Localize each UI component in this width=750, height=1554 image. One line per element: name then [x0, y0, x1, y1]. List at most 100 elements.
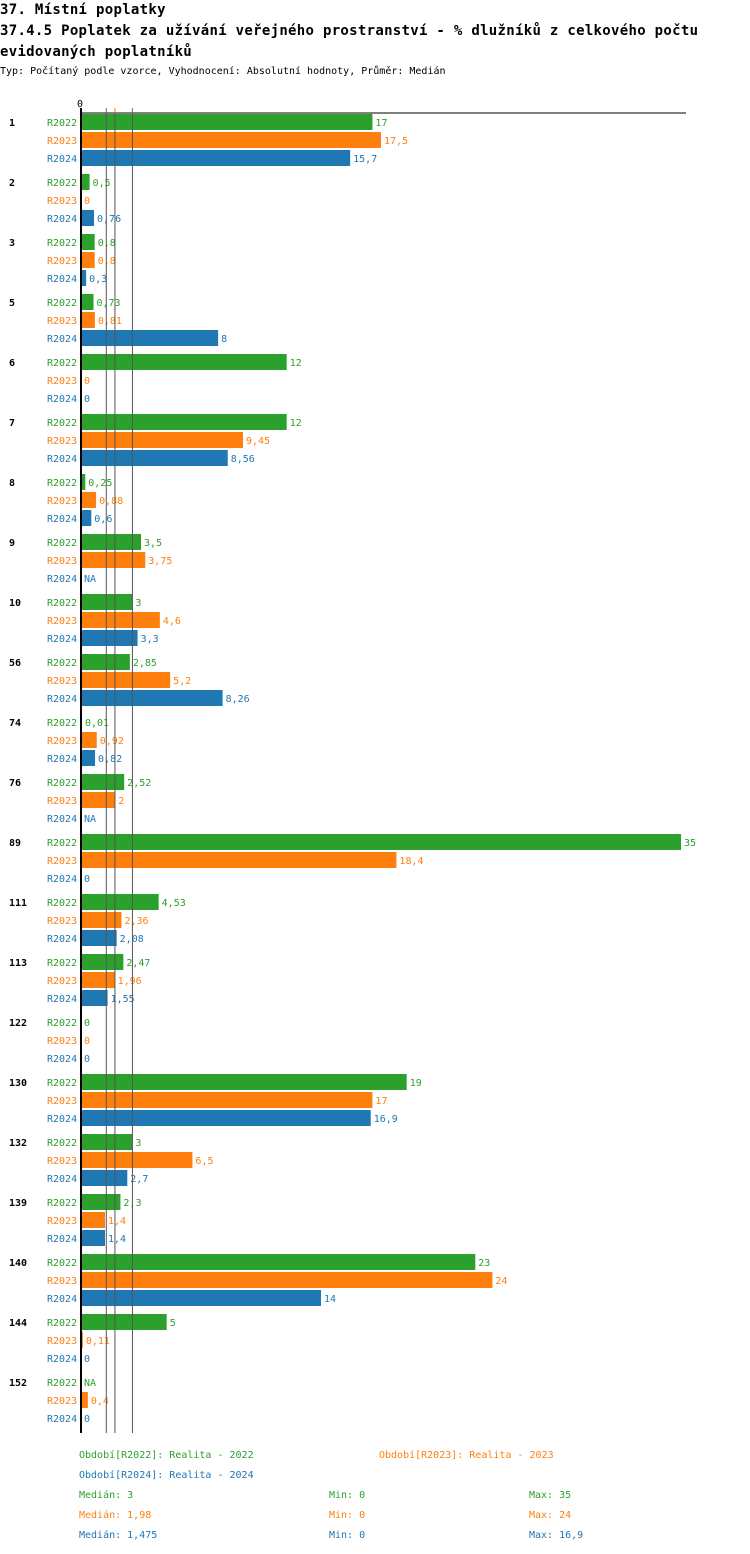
category-label: 9 — [9, 538, 15, 549]
series-label: R2023 — [47, 316, 77, 327]
category-label: 10 — [9, 598, 21, 609]
series-label: R2024 — [47, 934, 77, 945]
bar — [81, 1152, 193, 1168]
series-label: R2024 — [47, 1294, 77, 1305]
data-label: 5,2 — [173, 676, 191, 687]
bar — [81, 972, 115, 988]
series-label: R2024 — [47, 1414, 77, 1425]
data-label: 2,47 — [126, 958, 150, 969]
category-label: 140 — [9, 1258, 27, 1269]
series-label: R2023 — [47, 1096, 77, 1107]
series-label: R2024 — [47, 694, 77, 705]
bar — [81, 450, 228, 466]
bar — [81, 114, 373, 130]
series-label: R2023 — [47, 1036, 77, 1047]
data-label: 0 — [84, 1354, 90, 1365]
series-label: R2022 — [47, 478, 77, 489]
series-label: R2024 — [47, 874, 77, 885]
legend-r2024: Období[R2024]: Realita - 2024 — [79, 1470, 254, 1481]
stat-max-r2022: Max: 35 — [529, 1490, 572, 1501]
series-label: R2022 — [47, 298, 77, 309]
data-label: NA — [84, 1378, 96, 1389]
data-label: 18,4 — [399, 856, 423, 867]
bar — [81, 954, 124, 970]
series-label: R2024 — [47, 1174, 77, 1185]
bar — [81, 174, 90, 190]
series-label: R2024 — [47, 634, 77, 645]
series-label: R2023 — [47, 1276, 77, 1287]
series-label: R2022 — [47, 958, 77, 969]
data-label: 0,3 — [89, 274, 107, 285]
data-label: 0 — [84, 1018, 90, 1029]
data-label: 2,36 — [124, 916, 148, 927]
data-label: 0,92 — [100, 736, 124, 747]
series-label: R2023 — [47, 1156, 77, 1167]
data-label: 0 — [84, 1414, 90, 1425]
series-label: R2022 — [47, 538, 77, 549]
series-label: R2024 — [47, 274, 77, 285]
legend-r2023: Období[R2023]: Realita - 2023 — [379, 1450, 554, 1461]
category-label: 6 — [9, 358, 15, 369]
bar — [81, 1092, 373, 1108]
stat-max-r2024: Max: 16,9 — [529, 1530, 584, 1541]
category-label: 122 — [9, 1018, 27, 1029]
stat-min-r2024: Min: 0 — [329, 1530, 366, 1541]
category-label: 144 — [9, 1318, 27, 1329]
series-label: R2024 — [47, 814, 77, 825]
data-label: 0,88 — [99, 496, 123, 507]
data-label: 1,4 — [108, 1234, 126, 1245]
bar — [81, 672, 171, 688]
data-label: 2,52 — [127, 778, 151, 789]
series-label: R2024 — [47, 1234, 77, 1245]
bar — [81, 732, 97, 748]
series-label: R2022 — [47, 238, 77, 249]
category-label: 152 — [9, 1378, 27, 1389]
series-label: R2023 — [47, 496, 77, 507]
series-label: R2022 — [47, 178, 77, 189]
bar — [81, 774, 125, 790]
data-label: 0,11 — [86, 1336, 110, 1347]
data-label: 24 — [495, 1276, 507, 1287]
data-label: 0,6 — [94, 514, 112, 525]
bar — [81, 510, 92, 526]
data-label: 3,5 — [144, 538, 162, 549]
series-label: R2023 — [47, 856, 77, 867]
data-label: 0 — [84, 1054, 90, 1065]
category-label: 8 — [9, 478, 15, 489]
bar — [81, 612, 160, 628]
series-label: R2023 — [47, 556, 77, 567]
legend-r2022: Období[R2022]: Realita - 2022 — [79, 1450, 254, 1461]
bar — [81, 270, 87, 286]
category-label: 76 — [9, 778, 21, 789]
series-label: R2022 — [47, 658, 77, 669]
category-label: 1 — [9, 118, 15, 129]
stat-median-r2023: Medián: 1,98 — [79, 1510, 152, 1521]
bar — [81, 1194, 121, 1210]
data-label: 2 — [118, 796, 124, 807]
category-label: 130 — [9, 1078, 27, 1089]
data-label: 16,9 — [374, 1114, 398, 1125]
bar — [81, 654, 130, 670]
data-label: 17,5 — [384, 136, 408, 147]
series-label: R2024 — [47, 754, 77, 765]
series-label: R2022 — [47, 718, 77, 729]
category-label: 132 — [9, 1138, 27, 1149]
bar — [81, 930, 117, 946]
series-label: R2022 — [47, 358, 77, 369]
series-label: R2024 — [47, 214, 77, 225]
data-label: 0 — [84, 874, 90, 885]
series-label: R2022 — [47, 1198, 77, 1209]
bar — [81, 492, 97, 508]
bar — [81, 210, 95, 226]
data-label: 6,5 — [195, 1156, 213, 1167]
series-label: R2022 — [47, 1318, 77, 1329]
data-label: 2,08 — [120, 934, 144, 945]
series-label: R2023 — [47, 616, 77, 627]
stat-min-r2022: Min: 0 — [329, 1490, 366, 1501]
data-label: 0,01 — [85, 718, 109, 729]
bar — [81, 1392, 88, 1408]
bar — [81, 414, 287, 430]
series-label: R2023 — [47, 256, 77, 267]
data-label: 5 — [170, 1318, 176, 1329]
axis-zero-label: 0 — [77, 99, 83, 110]
